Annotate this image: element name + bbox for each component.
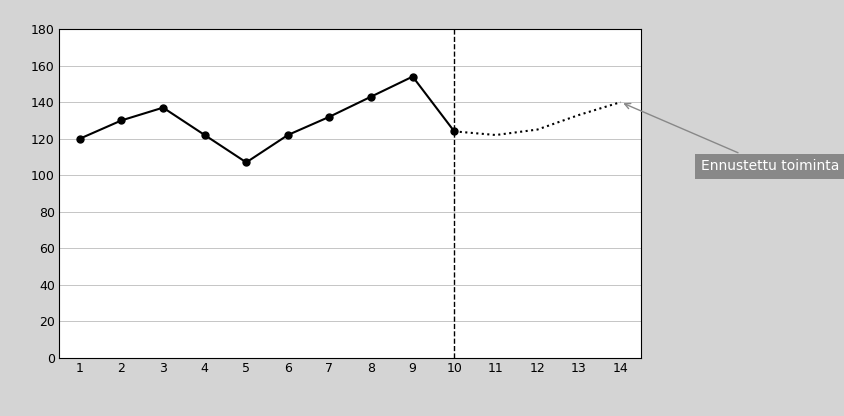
Line: Mitattu toiminta: Mitattu toiminta — [77, 73, 457, 166]
Mitattu toiminta — [116, 118, 127, 123]
Ennuste — [615, 100, 625, 105]
Ennuste — [533, 127, 543, 132]
Mitattu toiminta — [324, 114, 334, 119]
Line: Ennuste: Ennuste — [454, 102, 620, 135]
Mitattu toiminta — [283, 133, 293, 138]
Mitattu toiminta — [449, 129, 459, 134]
Mitattu toiminta — [366, 94, 376, 99]
Mitattu toiminta — [200, 133, 210, 138]
Mitattu toiminta — [408, 74, 418, 79]
Ennuste — [449, 129, 459, 134]
Mitattu toiminta — [75, 136, 85, 141]
Ennuste — [491, 133, 501, 138]
Mitattu toiminta — [241, 160, 252, 165]
Mitattu toiminta — [158, 105, 168, 110]
Ennuste — [574, 112, 584, 117]
Text: Ennustettu toiminta: Ennustettu toiminta — [625, 104, 839, 173]
